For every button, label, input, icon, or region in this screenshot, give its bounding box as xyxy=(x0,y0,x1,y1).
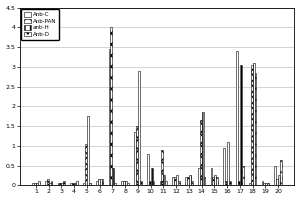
Bar xyxy=(109,49,110,185)
Bar xyxy=(96,181,98,185)
Bar xyxy=(254,73,256,185)
Bar xyxy=(34,183,36,185)
Bar xyxy=(242,166,244,185)
Bar xyxy=(262,181,263,185)
Bar xyxy=(76,181,78,185)
Bar xyxy=(100,179,102,185)
Legend: Anb-C, Anb-PAN, anti-H, Anb-D: Anb-C, Anb-PAN, anti-H, Anb-D xyxy=(21,9,59,40)
Bar xyxy=(151,168,153,185)
Bar xyxy=(216,177,218,185)
Bar xyxy=(114,183,116,185)
Bar xyxy=(204,177,206,185)
Bar xyxy=(280,160,282,185)
Bar xyxy=(240,65,242,185)
Bar xyxy=(134,132,136,185)
Bar xyxy=(125,181,127,185)
Bar xyxy=(58,183,59,185)
Bar xyxy=(89,183,91,185)
Bar xyxy=(236,51,238,185)
Bar xyxy=(185,177,187,185)
Bar xyxy=(63,181,65,185)
Bar xyxy=(176,175,178,185)
Bar xyxy=(212,177,214,185)
Bar xyxy=(45,181,47,185)
Bar xyxy=(174,177,176,185)
Bar xyxy=(83,183,85,185)
Bar xyxy=(263,183,266,185)
Bar xyxy=(102,179,103,185)
Bar xyxy=(47,179,49,185)
Bar xyxy=(274,166,276,185)
Bar xyxy=(59,183,62,185)
Bar xyxy=(147,154,149,185)
Bar xyxy=(164,175,165,185)
Bar xyxy=(110,27,112,185)
Bar xyxy=(49,183,51,185)
Bar xyxy=(276,179,278,185)
Bar xyxy=(223,148,225,185)
Bar xyxy=(251,65,253,185)
Bar xyxy=(249,183,251,185)
Bar xyxy=(191,181,193,185)
Bar xyxy=(278,175,280,185)
Bar xyxy=(121,181,123,185)
Bar xyxy=(178,181,180,185)
Bar xyxy=(153,181,154,185)
Bar xyxy=(189,175,191,185)
Bar xyxy=(229,181,231,185)
Bar xyxy=(112,168,114,185)
Bar xyxy=(70,183,72,185)
Bar xyxy=(160,181,161,185)
Bar xyxy=(161,150,164,185)
Bar xyxy=(61,183,63,185)
Bar xyxy=(202,112,204,185)
Bar xyxy=(200,120,202,185)
Bar xyxy=(149,181,151,185)
Bar xyxy=(87,116,89,185)
Bar xyxy=(136,126,138,185)
Bar xyxy=(123,181,125,185)
Bar xyxy=(38,181,40,185)
Bar xyxy=(74,183,76,185)
Bar xyxy=(198,168,200,185)
Bar xyxy=(187,177,189,185)
Bar xyxy=(172,177,174,185)
Bar xyxy=(165,181,167,185)
Bar xyxy=(227,142,229,185)
Bar xyxy=(138,71,140,185)
Bar xyxy=(127,183,129,185)
Bar xyxy=(36,183,38,185)
Bar xyxy=(72,183,74,185)
Bar xyxy=(238,181,240,185)
Bar xyxy=(98,179,100,185)
Bar xyxy=(51,181,52,185)
Bar xyxy=(214,175,216,185)
Bar xyxy=(85,144,87,185)
Bar xyxy=(140,181,142,185)
Bar xyxy=(253,63,254,185)
Bar xyxy=(32,183,34,185)
Bar xyxy=(211,168,212,185)
Bar xyxy=(266,183,267,185)
Bar xyxy=(267,183,269,185)
Bar xyxy=(225,181,227,185)
